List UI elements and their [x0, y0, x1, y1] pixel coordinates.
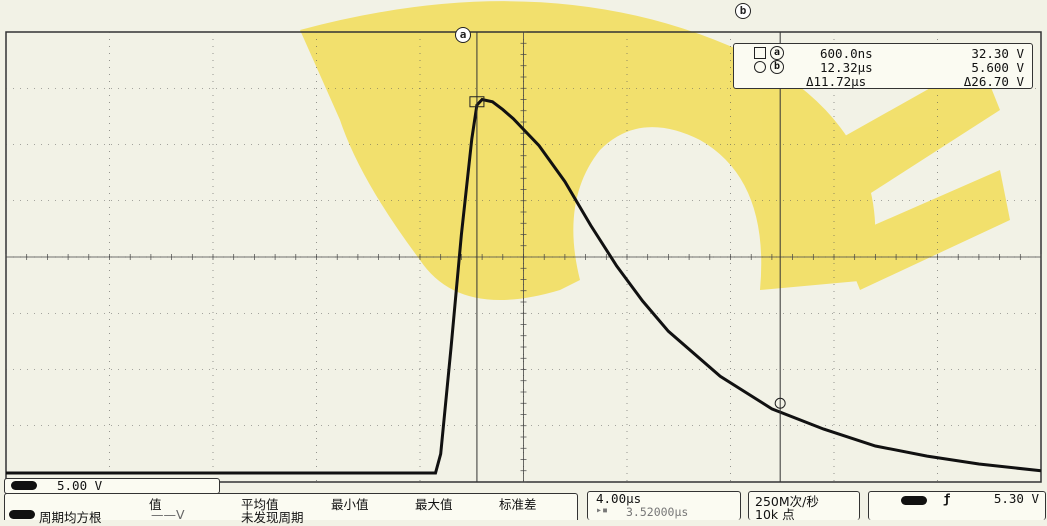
cursor-b-marker[interactable]: b: [735, 3, 751, 19]
measurement-value: ——V: [151, 507, 185, 522]
header-value: 值: [149, 497, 162, 512]
cursor-a-voltage: 32.30 V: [971, 46, 1024, 61]
measurement-label: 周期均方根: [39, 510, 102, 525]
trigger-box[interactable]: ƒ 5.30 V: [868, 491, 1046, 520]
circle-icon: [754, 61, 766, 73]
channel-1-trace: [6, 97, 1042, 475]
channel-1-indicator: [11, 481, 37, 490]
timebase-scale: 4.00µs: [596, 491, 642, 506]
cursor-b-point: [774, 397, 786, 409]
header-mean: 平均值: [241, 497, 279, 512]
cursor-readout: a 600.0ns 32.30 V b 12.32µs 5.600 V Δ11.…: [733, 43, 1033, 89]
cursor-b-voltage: 5.600 V: [971, 60, 1024, 75]
readout-row-b: b 12.32µs 5.600 V: [734, 60, 1032, 75]
channel-scale: 5.00 V: [57, 478, 103, 493]
acquisition-box[interactable]: 250M次/秒 10k 点: [748, 491, 860, 522]
cursor-lines: [469, 32, 786, 482]
trigger-source-indicator: [901, 496, 927, 505]
square-icon: [754, 47, 766, 59]
cursor-a-time: 600.0ns: [820, 46, 873, 61]
measurement-status: 未发现周期: [241, 510, 304, 525]
header-min: 最小值: [331, 497, 369, 512]
trigger-level: 5.30 V: [993, 491, 1039, 506]
measurements-panel: 值 平均值 最小值 最大值 标准差 周期均方根 ——V 未发现周期: [4, 493, 578, 525]
readout-row-delta: Δ11.72µs Δ26.70 V: [734, 74, 1032, 89]
timebase-position: 3.52000µs: [626, 505, 689, 519]
watermark: [300, 1, 1010, 300]
delta-voltage: Δ26.70 V: [963, 74, 1024, 89]
cursor-a-marker[interactable]: a: [455, 27, 471, 43]
channel-scale-box[interactable]: 5.00 V: [4, 478, 220, 494]
header-stddev: 标准差: [499, 497, 537, 512]
record-length: 10k 点: [755, 507, 795, 522]
cursor-a-point: [469, 96, 485, 108]
cursor-b-icon: b: [770, 60, 784, 74]
measurement-channel-indicator: [9, 510, 35, 519]
readout-row-a: a 600.0ns 32.30 V: [734, 46, 1032, 61]
delta-time: Δ11.72µs: [806, 74, 867, 89]
sample-rate: 250M次/秒: [755, 494, 819, 509]
cursor-b-time: 12.32µs: [820, 60, 873, 75]
cursor-a-icon: a: [770, 46, 784, 60]
graticule: [5, 31, 1042, 483]
header-max: 最大值: [415, 497, 453, 512]
rising-edge-icon: ƒ: [943, 491, 951, 506]
timebase-box[interactable]: 4.00µs ▸▪ 3.52000µs: [587, 491, 741, 520]
trigger-position-icon: ▸▪: [596, 505, 609, 516]
